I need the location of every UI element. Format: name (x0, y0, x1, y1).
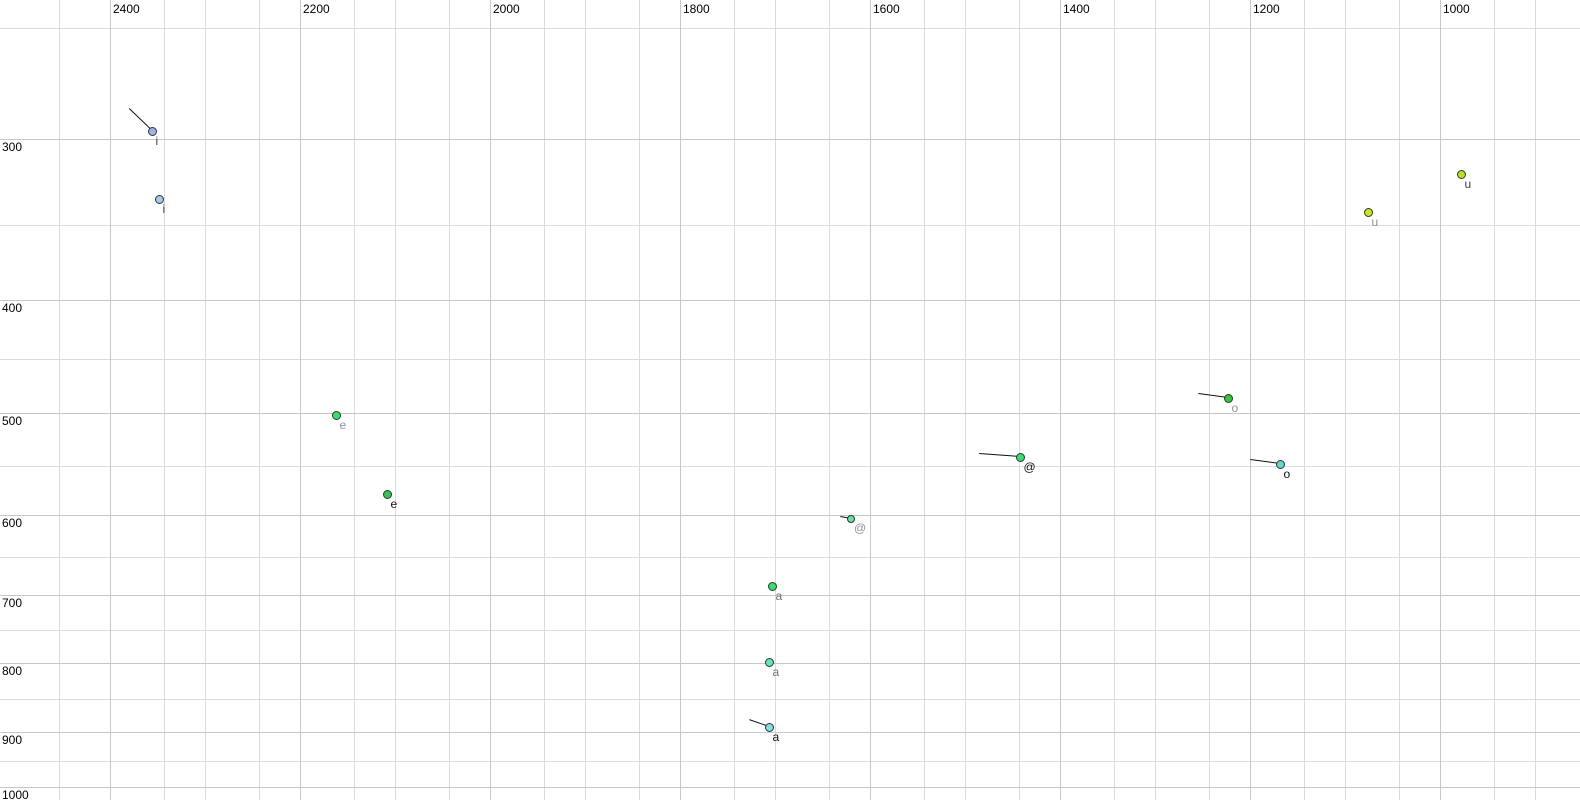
y-tick-label: 400 (2, 301, 23, 315)
gridline-vertical-minor (1345, 0, 1346, 800)
vowel-point-label: u (1371, 214, 1379, 229)
gridline-horizontal-major (0, 595, 1580, 596)
gridline-vertical-major (1440, 0, 1441, 800)
vowel-point-i[interactable] (154, 194, 164, 204)
vowel-point-a[interactable] (767, 581, 777, 591)
x-tick-label: 1600 (873, 2, 900, 16)
vowel-point-label: @ (1023, 459, 1036, 474)
gridline-vertical-minor (1494, 0, 1495, 800)
gridline-vertical-minor (1155, 0, 1156, 800)
vowel-point-label: u (1464, 176, 1472, 191)
gridline-vertical-minor (1399, 0, 1400, 800)
gridline-horizontal-major (0, 300, 1580, 301)
vowel-point-e[interactable] (382, 489, 392, 499)
gridline-vertical-minor (395, 0, 396, 800)
vowel-point-a[interactable] (764, 722, 774, 732)
vowel-point-schwa[interactable] (1015, 452, 1025, 462)
gridline-horizontal-minor (0, 699, 1580, 700)
gridline-horizontal-major (0, 732, 1580, 733)
x-tick-label: 2000 (493, 2, 520, 16)
vowel-point-label: o (1283, 466, 1291, 481)
y-tick-label: 500 (2, 414, 23, 428)
gridline-vertical-major (490, 0, 491, 800)
vowel-point-label: o (1231, 400, 1239, 415)
vowel-point-u[interactable] (1363, 207, 1373, 217)
gridline-vertical-major (300, 0, 301, 800)
y-tick-label: 300 (2, 140, 23, 154)
gridline-vertical-minor (449, 0, 450, 800)
vowel-point-e[interactable] (331, 410, 341, 420)
x-tick-label: 1800 (683, 2, 710, 16)
vowel-point-label: a (772, 664, 780, 679)
gridline-vertical-minor (1209, 0, 1210, 800)
y-tick-label: 700 (2, 596, 23, 610)
vowel-point-label: e (339, 417, 347, 432)
y-tick-label: 600 (2, 516, 23, 530)
gridline-horizontal-minor (0, 630, 1580, 631)
gridline-vertical-minor (354, 0, 355, 800)
gridline-vertical-minor (259, 0, 260, 800)
gridline-vertical-major (870, 0, 871, 800)
vowel-point-a[interactable] (764, 657, 774, 667)
gridline-vertical-minor (205, 0, 206, 800)
gridline-horizontal-minor (0, 466, 1580, 467)
gridline-horizontal-major (0, 139, 1580, 140)
y-tick-label: 900 (2, 733, 23, 747)
vowel-point-u[interactable] (1456, 169, 1466, 179)
gridline-horizontal-minor (0, 359, 1580, 360)
x-tick-label: 2400 (113, 2, 140, 16)
gridline-vertical-major (680, 0, 681, 800)
gridline-vertical-minor (775, 0, 776, 800)
gridline-vertical-major (1060, 0, 1061, 800)
x-tick-label: 1000 (1443, 2, 1470, 16)
vowel-point-label: a (775, 588, 783, 603)
gridline-vertical-minor (544, 0, 545, 800)
gridline-vertical-minor (1019, 0, 1020, 800)
gridline-vertical-minor (59, 0, 60, 800)
vowel-point-schwa[interactable] (847, 515, 855, 523)
gridline-horizontal-major (0, 413, 1580, 414)
gridline-vertical-minor (829, 0, 830, 800)
gridline-vertical-minor (164, 0, 165, 800)
vowel-trajectory-line (979, 453, 1021, 457)
x-tick-label: 1400 (1063, 2, 1090, 16)
x-tick-label: 1200 (1253, 2, 1280, 16)
gridline-vertical-minor (1535, 0, 1536, 800)
y-tick-label: 800 (2, 664, 23, 678)
gridline-horizontal-minor (0, 761, 1580, 762)
gridline-horizontal-major (0, 787, 1580, 788)
vowel-point-i[interactable] (147, 126, 157, 136)
gridline-vertical-minor (1304, 0, 1305, 800)
vowel-point-o[interactable] (1275, 459, 1285, 469)
vowel-point-label: a (772, 729, 780, 744)
gridline-vertical-minor (924, 0, 925, 800)
vowel-point-o[interactable] (1223, 393, 1233, 403)
gridline-vertical-minor (734, 0, 735, 800)
y-tick-label: 1000 (2, 788, 29, 800)
gridline-horizontal-minor (0, 557, 1580, 558)
vowel-point-label: i (162, 201, 166, 216)
vowel-point-label: @ (854, 521, 867, 535)
gridline-vertical-major (110, 0, 111, 800)
vowel-point-label: i (155, 133, 159, 148)
gridline-horizontal-major (0, 663, 1580, 664)
gridline-vertical-minor (965, 0, 966, 800)
gridline-vertical-major (1250, 0, 1251, 800)
gridline-vertical-minor (585, 0, 586, 800)
x-tick-label: 2200 (303, 2, 330, 16)
gridline-horizontal-minor (0, 225, 1580, 226)
gridline-vertical-minor (1114, 0, 1115, 800)
vowel-point-label: e (390, 496, 398, 511)
gridline-horizontal-minor (0, 28, 1580, 29)
gridline-horizontal-major (0, 515, 1580, 516)
gridline-vertical-minor (639, 0, 640, 800)
